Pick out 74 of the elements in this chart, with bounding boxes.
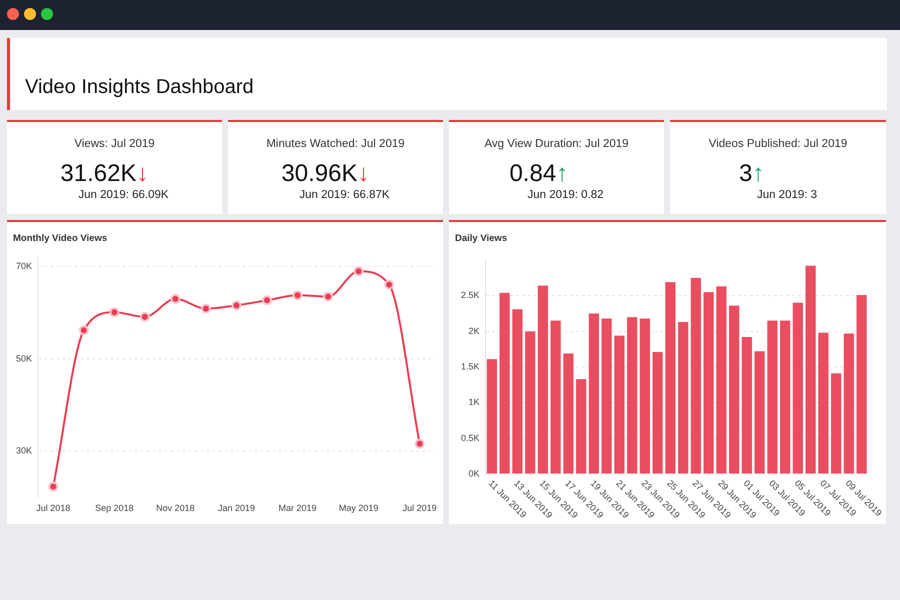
point bbox=[109, 307, 120, 318]
text: Minutes Watched: Jul 2019 bbox=[265, 138, 406, 150]
bar bbox=[844, 333, 854, 474]
point bbox=[140, 312, 150, 322]
text: Avg View Duration: Jul 2019 bbox=[483, 138, 630, 150]
text: Jun 2019: 0.82 bbox=[526, 188, 604, 202]
point bbox=[78, 325, 89, 336]
bar bbox=[512, 309, 522, 474]
bar bbox=[831, 373, 842, 474]
bar bbox=[856, 294, 867, 474]
y-tick-label: 1.5K bbox=[461, 361, 480, 372]
y-tick-label: 2.5K bbox=[461, 290, 480, 300]
bar bbox=[729, 306, 740, 474]
bar bbox=[500, 292, 510, 474]
bar bbox=[792, 302, 803, 474]
text: Videos Published: Jul 2019 bbox=[708, 138, 848, 150]
y-tick-label: 0.5K bbox=[461, 432, 480, 443]
text: 0.84↑ bbox=[509, 160, 568, 187]
chart-title: Monthly Video Views bbox=[13, 233, 108, 244]
text: Jun 2019: 66.87K bbox=[298, 188, 390, 202]
y-tick-label: 70K bbox=[16, 261, 32, 272]
point bbox=[384, 280, 394, 290]
bar bbox=[690, 278, 701, 474]
bar bbox=[538, 286, 548, 474]
bar bbox=[614, 336, 624, 474]
bar bbox=[780, 320, 790, 474]
x-tick-label: Jul 2019 bbox=[402, 503, 437, 514]
bar bbox=[486, 359, 497, 474]
text: 31.62K↓ bbox=[60, 160, 148, 187]
y-tick-label: 1K bbox=[468, 397, 480, 408]
point bbox=[48, 482, 58, 492]
point bbox=[231, 300, 242, 310]
x-tick-label: Mar 2019 bbox=[278, 503, 317, 514]
text: Video Insights Dashboard bbox=[25, 76, 254, 99]
x-tick-label: Jan 2019 bbox=[218, 503, 256, 514]
x-tick-label: Sep 2018 bbox=[95, 503, 134, 514]
text: 30.96K↓ bbox=[281, 160, 370, 187]
point bbox=[354, 266, 364, 276]
bar bbox=[716, 286, 726, 474]
bar bbox=[525, 331, 536, 474]
chart-title: Daily Views bbox=[455, 233, 508, 244]
bar bbox=[754, 351, 765, 474]
text: Views: Jul 2019 bbox=[73, 138, 156, 150]
point bbox=[262, 295, 272, 306]
x-tick-label: Nov 2018 bbox=[156, 503, 195, 514]
bar bbox=[665, 282, 676, 474]
text: Jun 2019: 66.09K bbox=[77, 188, 169, 202]
bar bbox=[678, 322, 688, 474]
bar bbox=[640, 318, 650, 474]
bar bbox=[767, 320, 778, 474]
bar bbox=[652, 352, 663, 474]
y-tick-label: 50K bbox=[16, 353, 32, 364]
text: 3↑ bbox=[738, 160, 764, 187]
x-tick-label: May 2019 bbox=[338, 503, 378, 514]
x-tick-label: Jul 2018 bbox=[36, 503, 70, 514]
bar bbox=[818, 332, 828, 474]
bar bbox=[602, 318, 612, 474]
bar bbox=[576, 379, 586, 474]
point bbox=[170, 294, 180, 304]
bar bbox=[627, 317, 638, 474]
bar bbox=[806, 266, 816, 474]
point bbox=[323, 292, 334, 302]
bar bbox=[550, 320, 561, 474]
bar bbox=[588, 314, 599, 474]
y-tick-label: 2K bbox=[468, 326, 480, 336]
bar bbox=[704, 292, 714, 474]
point bbox=[414, 438, 425, 449]
bar bbox=[563, 353, 574, 474]
y-tick-label: 30K bbox=[16, 446, 32, 456]
text: Jun 2019: 3 bbox=[756, 188, 818, 202]
bar bbox=[742, 337, 752, 474]
point bbox=[200, 304, 211, 314]
y-tick-label: 0K bbox=[468, 468, 480, 478]
point bbox=[292, 290, 303, 300]
